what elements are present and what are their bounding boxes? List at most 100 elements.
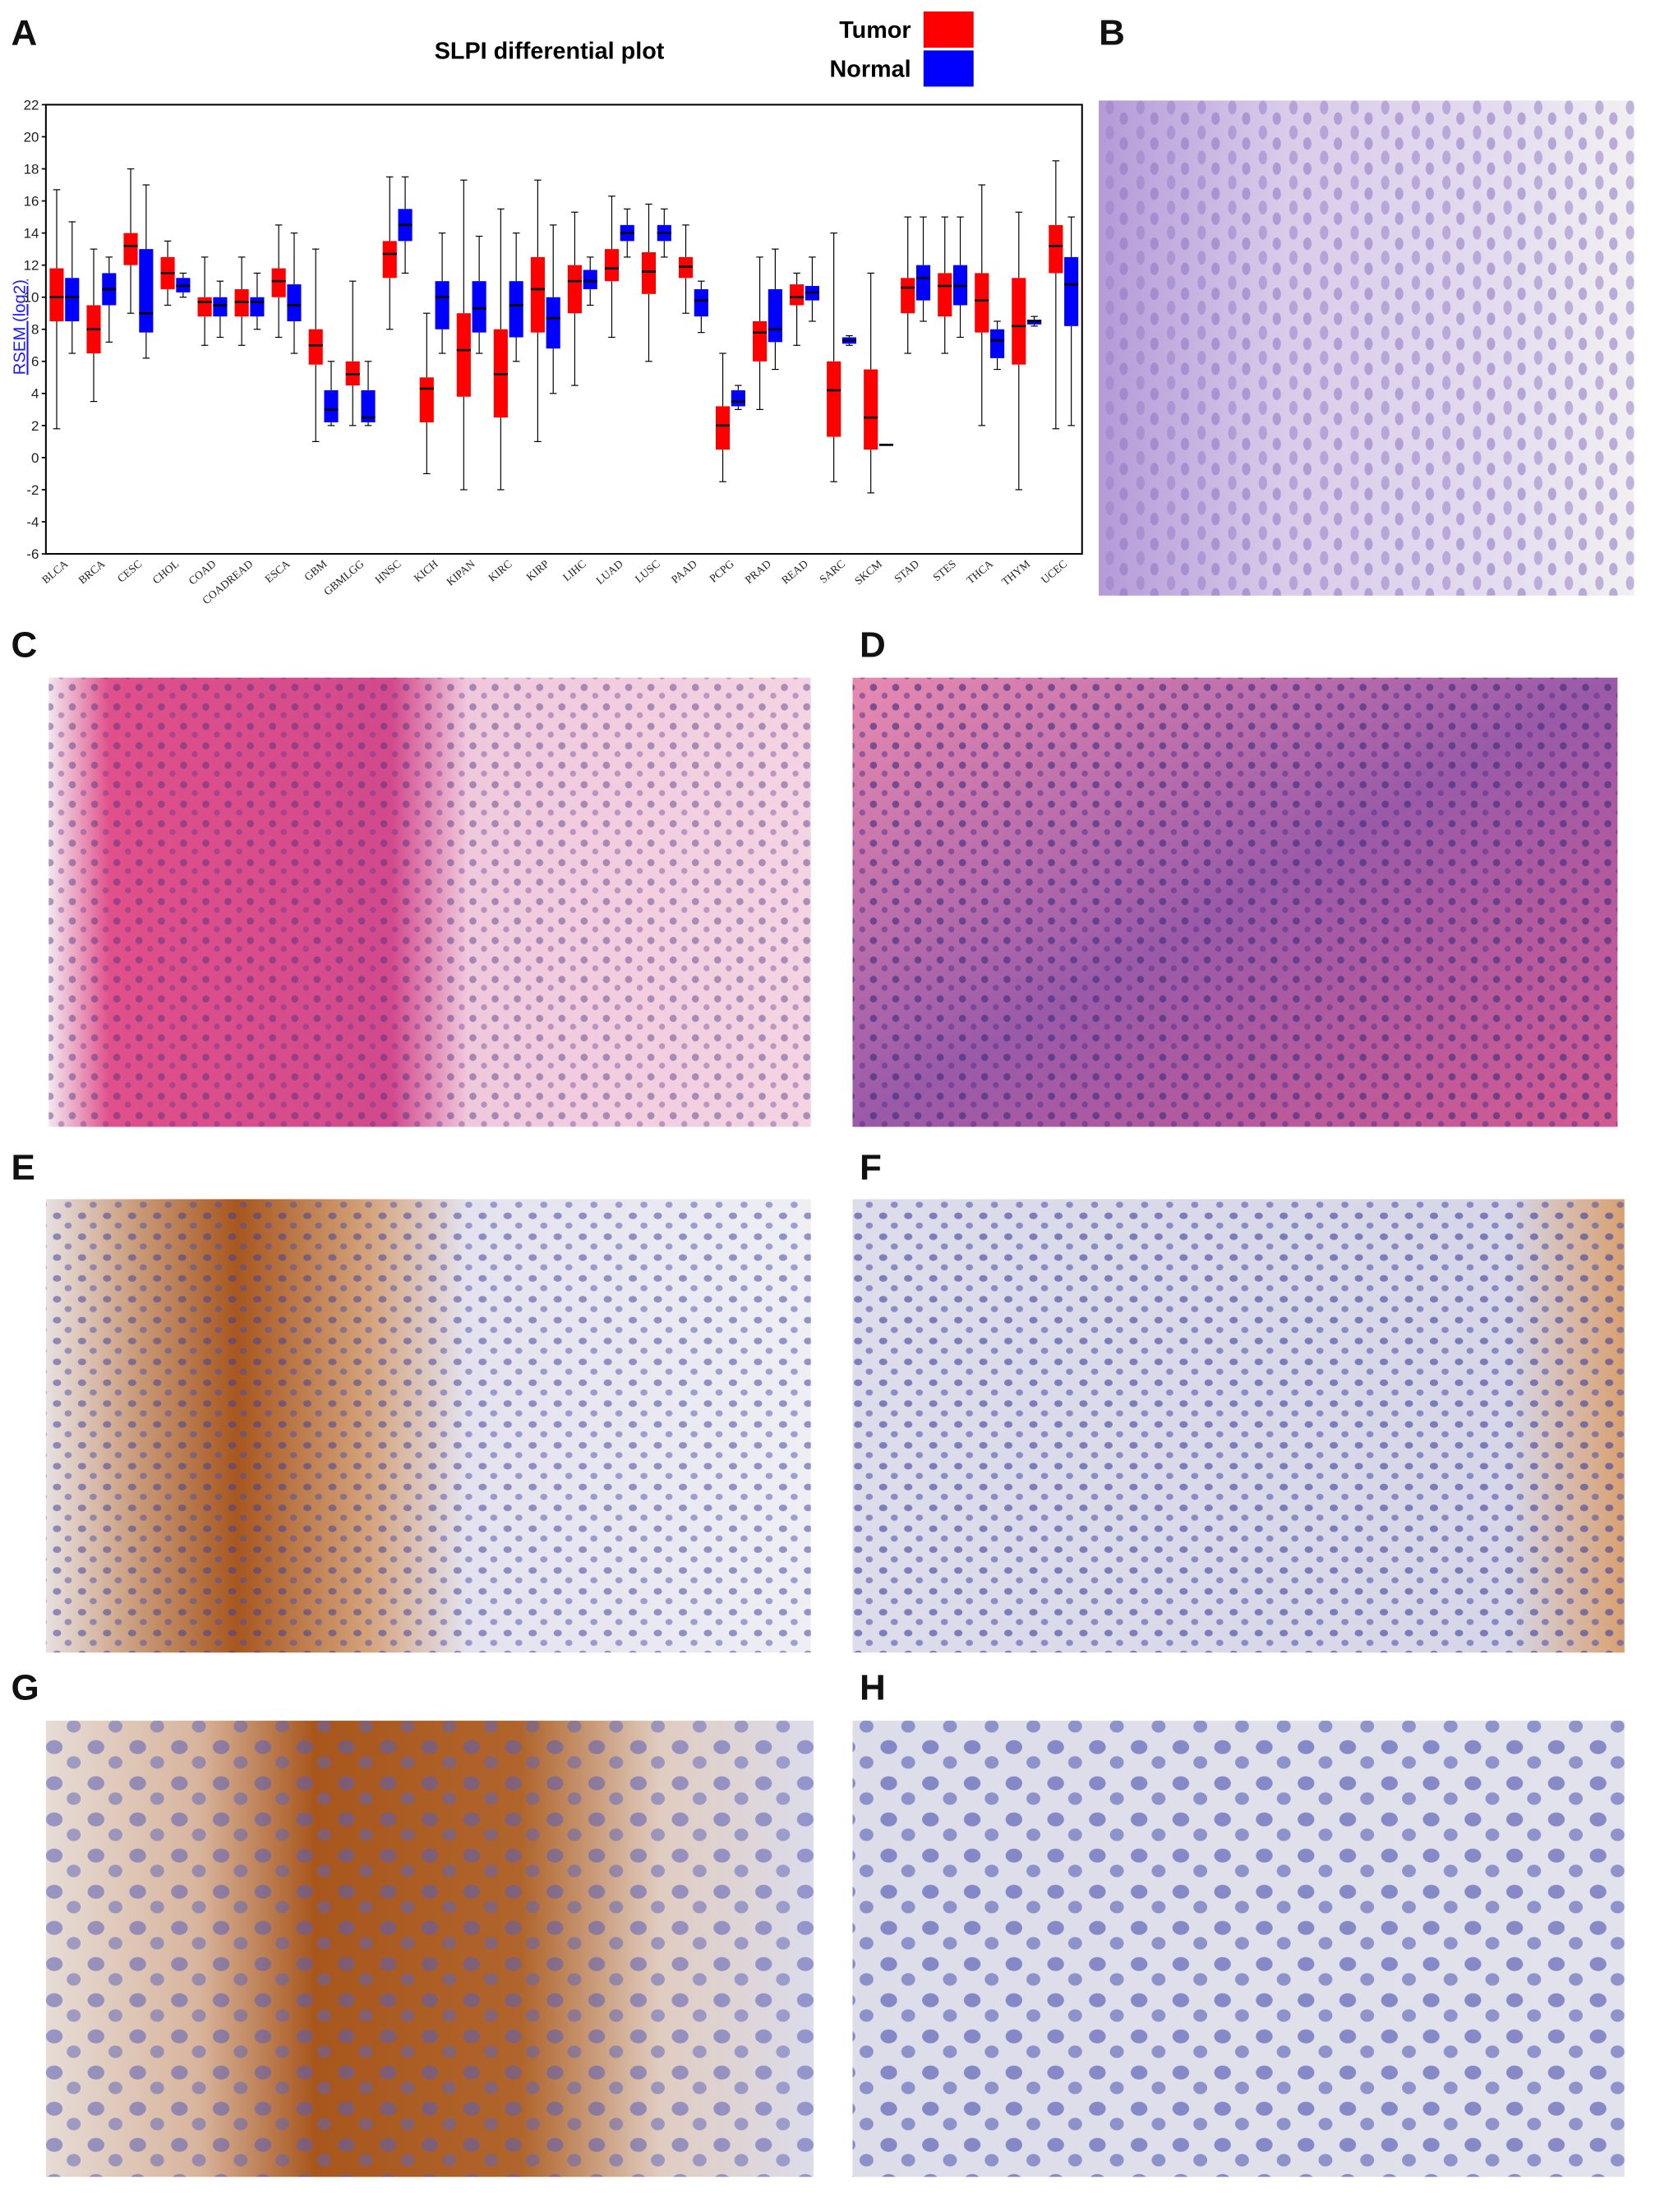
x-tick-label: PRAD (743, 557, 773, 586)
box (990, 329, 1005, 358)
micrograph-f (852, 1199, 1625, 1653)
box (641, 252, 657, 294)
y-tick-label: 14 (24, 226, 39, 242)
x-tick-label: COAD (186, 557, 218, 587)
panel-label: H (860, 1668, 886, 1708)
micrograph-h (852, 1721, 1625, 2177)
x-tick-label: KIPAN (444, 557, 477, 588)
box (1012, 278, 1026, 365)
box (901, 278, 915, 314)
box (546, 297, 560, 349)
chart-title: SLPI differential plot (435, 39, 665, 65)
box (435, 281, 450, 329)
box (604, 249, 620, 282)
box (324, 389, 339, 422)
box (49, 268, 64, 321)
x-tick-label: CESC (115, 557, 145, 584)
x-tick-label: GBMLGG (321, 557, 367, 597)
x-tick-label: LUSC (633, 557, 662, 585)
box (864, 369, 878, 450)
x-tick-label: PAAD (669, 557, 699, 586)
box (382, 241, 397, 279)
y-tick-label: 20 (24, 129, 39, 145)
box (123, 233, 138, 265)
panel-label: G (12, 1668, 39, 1708)
box (197, 297, 212, 317)
box (139, 249, 154, 333)
box (213, 297, 228, 317)
box (938, 273, 952, 317)
y-tick-label: 8 (31, 322, 39, 338)
x-tick-label: READ (779, 557, 810, 586)
box (694, 288, 708, 317)
box (975, 273, 989, 333)
legend-swatch (923, 50, 974, 87)
micrograph-b (1099, 100, 1634, 596)
y-tick-label: -2 (26, 482, 39, 498)
y-tick-label: 12 (24, 258, 39, 274)
y-tick-label: 6 (31, 354, 39, 370)
x-tick-label: LUAD (593, 557, 625, 587)
micrograph-g (45, 1721, 814, 2177)
x-tick-label: KICH (412, 557, 440, 584)
box (419, 377, 434, 422)
x-tick-label: BLCA (39, 557, 70, 586)
x-tick-label: GBM (302, 557, 329, 583)
y-tick-label: 4 (31, 386, 39, 402)
x-tick-label: SKCM (852, 557, 884, 587)
plot-frame (44, 104, 1083, 555)
micrograph-c (48, 677, 811, 1127)
micrograph-e (45, 1199, 811, 1653)
x-tick-label: UCEC (1039, 557, 1069, 586)
x-tick-label: CHOL (150, 557, 182, 586)
y-tick-label: 18 (24, 161, 39, 177)
box (361, 389, 376, 422)
x-tick-label: SARC (817, 557, 847, 585)
y-tick-label: 10 (24, 290, 39, 306)
y-tick-label: 22 (24, 97, 39, 113)
panel-label: F (860, 1148, 882, 1188)
x-tick-label: ESCA (262, 557, 292, 585)
x-tick-label: KIRC (486, 557, 514, 583)
box (583, 270, 597, 289)
micrograph-d (852, 677, 1618, 1127)
box (1049, 224, 1063, 274)
x-tick-label: KIRP (524, 557, 551, 583)
box (287, 284, 302, 321)
box (530, 256, 545, 333)
x-tick-label: STES (930, 557, 958, 583)
y-tick-label: -6 (26, 546, 39, 562)
box (65, 278, 80, 321)
panel-label: B (1099, 13, 1125, 53)
y-axis-label: RSEM (log2) (11, 279, 29, 375)
box (1064, 256, 1079, 326)
box (308, 329, 323, 365)
box (731, 389, 745, 407)
legend-label: Normal (829, 57, 911, 83)
box (472, 281, 486, 333)
legend-swatch (923, 12, 974, 48)
y-tick-label: -4 (26, 514, 39, 530)
box (250, 297, 265, 317)
panel-label: C (12, 624, 38, 665)
x-tick-label: PCPG (707, 557, 736, 584)
box (509, 281, 523, 338)
x-tick-label: THYM (999, 557, 1032, 588)
panel-label: E (12, 1148, 35, 1188)
x-tick-label: THCA (964, 557, 995, 586)
legend-label: Tumor (839, 17, 911, 44)
box (271, 268, 286, 297)
panel-label: A (12, 13, 38, 53)
box (753, 320, 768, 362)
y-tick-label: 16 (24, 193, 39, 209)
x-tick-label: LIHC (560, 557, 588, 583)
panel-label: D (860, 624, 886, 665)
box (456, 313, 471, 397)
x-tick-label: HNSC (372, 557, 403, 586)
x-tick-label: STAD (892, 557, 921, 585)
x-tick-label: BRCA (76, 557, 108, 586)
box (915, 265, 931, 301)
y-tick-label: 2 (31, 418, 39, 434)
